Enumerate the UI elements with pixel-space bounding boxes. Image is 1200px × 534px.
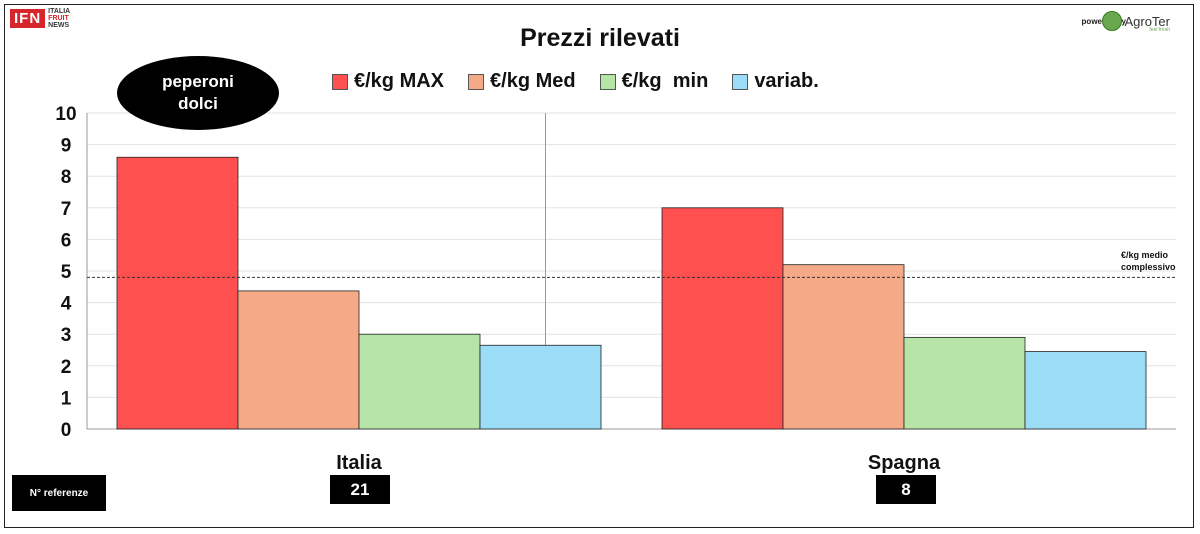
- y-tick-label: 4: [61, 294, 72, 315]
- sponsor-name: AgroTer: [1124, 13, 1170, 29]
- legend-swatch-max: [332, 73, 348, 90]
- x-category-label: Italia: [336, 452, 382, 474]
- legend-item-var: variab.: [732, 70, 819, 93]
- bar-spagna-2: [903, 336, 1026, 430]
- sponsor-tagline: feel fresh: [1149, 27, 1170, 33]
- bar-italia-1: [237, 290, 360, 430]
- y-tick-label: 1: [61, 388, 72, 409]
- legend-item-med: €/kg Med: [468, 70, 576, 93]
- y-tick-label: 6: [61, 230, 72, 251]
- product-badge: peperoni dolci: [117, 56, 279, 130]
- chart-legend: €/kg MAX €/kg Med €/kg min variab.: [332, 70, 843, 93]
- bar-italia-3: [479, 344, 602, 430]
- legend-label-min: €/kg min: [621, 70, 709, 92]
- y-tick-label: 0: [61, 420, 72, 441]
- y-tick-label: 10: [55, 104, 76, 125]
- bar-italia-2: [358, 333, 481, 430]
- bar-spagna-1: [782, 264, 905, 430]
- y-tick-label: 8: [61, 167, 72, 188]
- legend-label-med: €/kg Med: [490, 70, 576, 92]
- legend-label-var: variab.: [754, 70, 819, 92]
- ifn-logo: IFN ITALIA FRUIT NEWS: [10, 8, 70, 29]
- y-tick-label: 9: [61, 136, 72, 157]
- bar-italia-0: [116, 156, 239, 430]
- logo-text: IFN: [10, 9, 46, 28]
- references-label: N° referenze: [12, 475, 106, 511]
- y-tick-label: 3: [61, 325, 72, 346]
- logo-subtitle: ITALIA FRUIT NEWS: [48, 8, 71, 29]
- legend-item-min: €/kg min: [599, 70, 709, 93]
- average-label: €/kg medio complessivo: [1121, 250, 1176, 272]
- legend-swatch-var: [732, 73, 749, 90]
- legend-label-max: €/kg MAX: [354, 70, 445, 92]
- legend-swatch-min: [599, 73, 616, 90]
- y-tick-label: 7: [61, 199, 72, 220]
- agroter-logo: AgroTer: [1102, 11, 1170, 31]
- leaf-icon: [1102, 11, 1123, 31]
- chart-title: Prezzi rilevati: [520, 24, 680, 52]
- legend-swatch-med: [468, 73, 485, 90]
- references-count-italia: 21: [330, 475, 390, 504]
- bar-spagna-0: [661, 207, 784, 430]
- y-tick-label: 5: [61, 262, 72, 283]
- y-tick-label: 2: [61, 357, 72, 378]
- x-category-label: Spagna: [868, 452, 941, 474]
- references-count-spagna: 8: [876, 475, 936, 504]
- bar-spagna-3: [1024, 351, 1147, 430]
- legend-item-max: €/kg MAX: [332, 70, 444, 93]
